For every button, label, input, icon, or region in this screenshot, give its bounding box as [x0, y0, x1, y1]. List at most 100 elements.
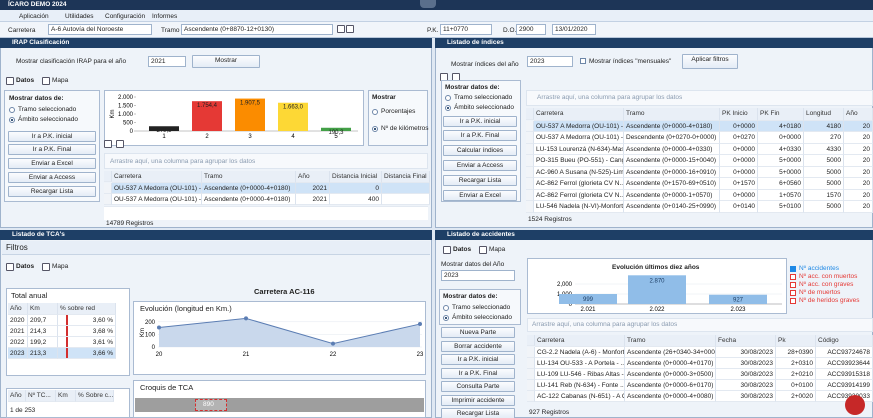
button[interactable]: Recargar Lista — [443, 175, 517, 186]
button[interactable]: Ir a P.K. Final — [8, 144, 96, 155]
table-cell[interactable]: Ascendente (0+0000-4+0080) — [625, 391, 716, 402]
table-cell[interactable]: 3,66 % — [58, 348, 116, 359]
legend-checkbox[interactable] — [790, 290, 796, 296]
radio-button[interactable] — [372, 109, 378, 115]
table-cell[interactable]: 4+0180 — [758, 120, 804, 132]
button[interactable]: Ir a P.K. Final — [443, 130, 517, 141]
button[interactable]: Ir a P.K. inicial — [443, 116, 517, 127]
button[interactable]: Ir a P.K. inicial — [441, 354, 515, 365]
table-cell[interactable]: 2022 — [8, 337, 28, 348]
table-cell[interactable]: 2021 — [296, 183, 330, 194]
table-cell[interactable]: ACC93724678 — [816, 347, 873, 358]
table-cell[interactable]: 2021 — [296, 194, 330, 205]
table-cell[interactable]: Ascendente (0+0000-1+0570) — [624, 189, 720, 201]
table-cell[interactable]: OU-537 A Medorra (OU-101) -... — [534, 120, 624, 132]
table-cell[interactable]: Ascendente (0+0000-3+0500) — [625, 369, 716, 380]
button[interactable]: Recargar Lista — [441, 408, 515, 418]
table-cell[interactable]: 213,3 — [28, 348, 58, 359]
table-cell[interactable]: 0+0000 — [720, 120, 758, 132]
button[interactable]: Recargar Lista — [8, 186, 96, 197]
button[interactable]: Nueva Parte — [441, 327, 515, 338]
table-cell[interactable]: 30/08/2023 — [716, 369, 776, 380]
button[interactable]: Enviar a Access — [8, 172, 96, 183]
table-cell[interactable]: 1570 — [804, 189, 844, 201]
table-cell[interactable]: 2020 — [8, 315, 28, 326]
table-cell[interactable]: 5+0100 — [758, 201, 804, 213]
radio-button[interactable] — [445, 95, 451, 101]
radio-button[interactable] — [445, 105, 451, 111]
table-cell[interactable]: 214,3 — [28, 326, 58, 337]
table-cell[interactable]: 30/08/2023 — [716, 391, 776, 402]
table-cell[interactable]: PO-315 Bueu (PO-551) - Canga... — [534, 155, 624, 167]
table-cell[interactable]: LU-153 Lourenzá (N-634)-Mas... — [534, 143, 624, 155]
input-field[interactable]: Ascendente (0+8870-12+0130) — [181, 24, 333, 35]
input-field[interactable]: 13/01/2020 — [552, 24, 596, 35]
table-cell[interactable]: AC-862 Ferrol (glorieta CV N... — [534, 178, 624, 190]
table-cell[interactable]: Ascendente (0+0000-15+0040) — [624, 155, 720, 167]
table-cell[interactable]: Ascendente (0+1570-69+0510) — [624, 178, 720, 190]
table-cell[interactable]: 0+0000 — [720, 189, 758, 201]
table-cell[interactable]: OU-537 A Medorra (OU-101) - ... — [112, 194, 202, 205]
radio-button[interactable] — [443, 305, 449, 311]
table-cell[interactable]: OU-537 A Medorra (OU-101) - ... — [112, 183, 202, 194]
table-cell[interactable]: 0+0270 — [720, 132, 758, 144]
radio-button[interactable] — [443, 315, 449, 321]
table-cell[interactable]: AC-122 Cabanas (N-651) - A G... — [535, 391, 625, 402]
table-cell[interactable]: 4180 — [804, 120, 844, 132]
table-cell[interactable]: 0 — [330, 183, 382, 194]
button[interactable]: Ir a P.K. Final — [441, 367, 515, 379]
table-cell[interactable] — [382, 194, 430, 205]
table-cell[interactable]: AC-862 Ferrol (glorieta CV N... — [534, 189, 624, 201]
table-cell[interactable]: 5+0000 — [758, 155, 804, 167]
table-cell[interactable]: 270 — [804, 132, 844, 144]
table-cell[interactable]: 30/08/2023 — [716, 358, 776, 369]
radio-button[interactable] — [372, 126, 378, 132]
legend-checkbox[interactable] — [790, 274, 796, 280]
table-cell[interactable]: 3,68 % — [58, 326, 116, 337]
button[interactable]: Aplicar filtros — [682, 54, 738, 69]
table-cell[interactable]: 400 — [330, 194, 382, 205]
button[interactable]: Enviar a Excel — [8, 158, 96, 169]
table-cell[interactable]: 0+0000 — [720, 155, 758, 167]
table-cell[interactable]: 0+0100 — [776, 380, 816, 391]
button[interactable]: Ir a P.K. inicial — [8, 131, 96, 142]
legend-checkbox[interactable] — [790, 266, 796, 272]
table-cell[interactable]: OU-537 A Medorra (OU-101) -... — [534, 132, 624, 144]
table-cell[interactable]: 3,61 % — [58, 337, 116, 348]
table-cell[interactable]: 20 — [844, 178, 873, 190]
table-cell[interactable]: 2+0210 — [776, 369, 816, 380]
table-cell[interactable]: Ascendente (0+0000-4+0180) — [202, 183, 296, 194]
table-cell[interactable]: 20 — [844, 189, 873, 201]
table-cell[interactable]: ACC93914199 — [816, 380, 873, 391]
table-cell[interactable]: 3,60 % — [58, 315, 116, 326]
legend-checkbox[interactable] — [790, 298, 796, 304]
table-cell[interactable]: 0+0000 — [720, 166, 758, 178]
radio-button[interactable] — [9, 117, 15, 123]
table-cell[interactable]: 20 — [844, 155, 873, 167]
input-field[interactable]: 2021 — [148, 56, 186, 67]
table-cell[interactable]: LU-134 OU-533 - A Portela - ... — [535, 358, 625, 369]
table-cell[interactable]: 199,2 — [28, 337, 58, 348]
table-cell[interactable]: 2+0020 — [776, 391, 816, 402]
table-cell[interactable]: Ascendente (0+0000-6+0170) — [625, 380, 716, 391]
button[interactable]: Enviar a Excel — [443, 190, 517, 201]
table-cell[interactable]: 1+0570 — [758, 189, 804, 201]
radio-button[interactable] — [9, 107, 15, 113]
table-cell[interactable]: LU-546 Nadela (N-VI)-Monfort... — [534, 201, 624, 213]
table-cell[interactable]: Ascendente (0+0000-16+0910) — [624, 166, 720, 178]
table-cell[interactable]: 28+0390 — [776, 347, 816, 358]
button[interactable]: Enviar a Access — [443, 160, 517, 171]
table-cell[interactable]: 5000 — [804, 201, 844, 213]
table-cell[interactable]: 5000 — [804, 166, 844, 178]
table-cell[interactable]: AC-960 A Susana (N-525)-Lim... — [534, 166, 624, 178]
button[interactable]: Mostrar — [192, 55, 260, 68]
table-cell[interactable]: LU-141 Reb (N-634) - Fonte ... — [535, 380, 625, 391]
table-cell[interactable]: 20 — [844, 143, 873, 155]
button[interactable]: Consulta Parte — [441, 381, 515, 392]
table-cell[interactable]: 0+0000 — [758, 132, 804, 144]
table-cell[interactable]: Ascendente (0+0000-4+0180) — [624, 120, 720, 132]
table-cell[interactable]: 30/08/2023 — [716, 380, 776, 391]
table-cell[interactable]: 209,7 — [28, 315, 58, 326]
table-cell[interactable]: 5+0000 — [758, 166, 804, 178]
table-cell[interactable]: ACC93915318 — [816, 369, 873, 380]
